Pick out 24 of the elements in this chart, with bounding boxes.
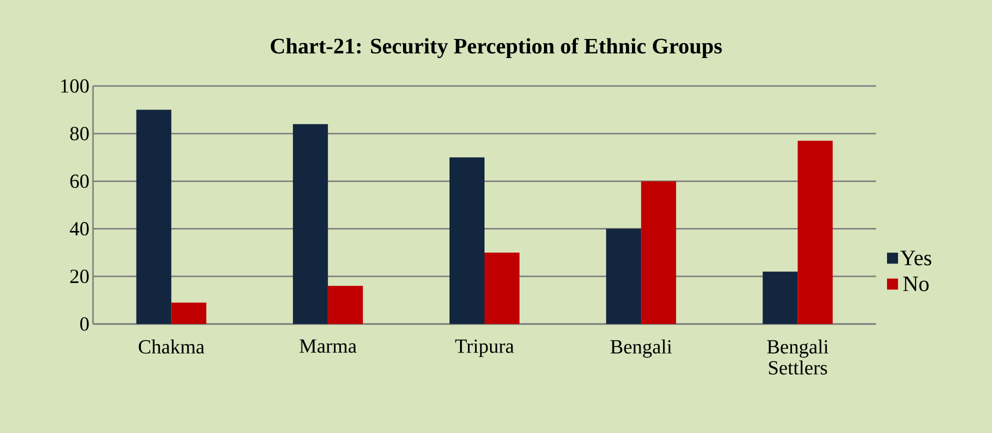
x-tick-label: Chakma	[138, 340, 204, 354]
legend-label: Yes	[900, 250, 932, 266]
y-tick-label: 100	[61, 79, 89, 93]
x-tick-label: Bengali	[610, 340, 672, 358]
x-tick-label: Tripura	[455, 340, 514, 358]
bar	[762, 272, 798, 324]
bar	[292, 124, 328, 324]
bar	[606, 228, 642, 324]
y-tick-label: 40	[70, 222, 89, 236]
y-tick-label: 0	[80, 317, 89, 331]
bar	[136, 110, 172, 324]
bar	[484, 252, 520, 324]
y-tick-label: 80	[70, 126, 89, 140]
bar	[171, 302, 206, 324]
legend-label: No	[903, 276, 929, 292]
bar	[328, 286, 363, 324]
chart-title: Chart-21: Security Perception of Ethnic Groups	[270, 38, 722, 58]
bar	[450, 157, 485, 324]
x-tick-label: Marma	[300, 340, 357, 353]
bar	[641, 181, 676, 324]
bar	[798, 140, 833, 324]
y-tick-label: 60	[70, 174, 89, 188]
y-tick-label: 20	[70, 270, 89, 284]
x-tick-label: Bengali Settlers	[767, 340, 828, 375]
